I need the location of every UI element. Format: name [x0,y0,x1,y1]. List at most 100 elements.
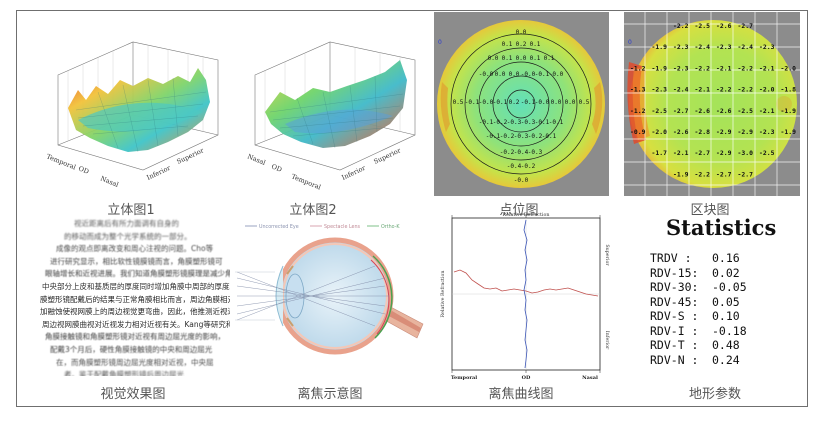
stat-value: 0.24 [712,352,740,367]
legend-orthok: Ortho-K [381,224,400,230]
block-value: -2.3 [716,43,732,51]
visual-text-line: 的移动而成为整个光学系统的一部分。 [64,231,192,241]
point-value: 0.1 [530,41,541,48]
point-value: 0.1 [502,41,513,48]
visual-text-line: 配戴3个月后，硬性角膜接触镜的中央和周边屈光 [50,344,213,354]
caption-defocus-curve: 离焦曲线图 [488,387,554,402]
point-value: 0.0 [565,99,576,106]
caption-surface-1: 立体图1 [107,203,155,218]
point-value: 0.0 [551,99,562,106]
curve-top-title: Relative Refraction [503,212,550,218]
block-value: -1.8 [781,86,797,94]
block-value: -2.4 [738,43,754,51]
stat-value: 0.05 [712,294,740,309]
stat-row: RDV-N : 0.24 [650,353,740,367]
surface-plot-1: Temporal OD Nasal Inferior Superior [45,41,219,189]
caption-defocus: 离焦示意图 [297,387,363,402]
point-value: -0.1 [493,99,508,106]
curve-right-bottom: Inferior [604,331,610,350]
marker-label: 0 [628,39,632,46]
stat-label: TRDV : [650,251,692,265]
point-values: 0.00.1 0.2 0.10.0 0.1 0.0 0.1 0.1-0.0 0.0 0.0 -0.… [453,29,590,184]
block-value: -1.7 [652,149,668,157]
block-value: -2.2 [738,86,754,94]
block-value: -2.7 [738,22,754,30]
point-value: -0.2 [521,163,536,170]
stat-label: RDV-N : [650,352,699,367]
caption-block-map: 区块图 [690,203,730,218]
block-value: -1.9 [781,107,797,115]
stat-label: RDV-30: [650,280,699,294]
point-map: 0 0.00.1 0.2 0.10.0 0.1 0.0 0.1 0.1-0.0 0.0 0.0-… [434,12,609,196]
block-value: -2.3 [673,43,689,51]
block-value: -2.3 [673,64,689,72]
visual-text-line: 者。鉴于配戴角膜塑形镜后周边屈光 [64,370,184,376]
visual-text-line: 周边视网膜曲视对近视发力相对近视有关。Kang等研究称 [42,319,230,329]
stat-label: RDV-S : [650,309,699,323]
point-value: 0.5 [579,99,590,106]
axis-label: Temporal [45,152,77,171]
axis-label: Inferior [145,164,172,182]
block-value: -2.9 [716,128,732,136]
visual-text-line: 在，而角膜塑形镜周边屈光度相对近视，中央屈 [56,357,214,367]
point-value: -0.3 [528,149,543,156]
visual-text-line: 成像的观点即离改变和周心注视的问题。Cho等 [56,244,214,254]
axis-label: Superior [175,146,205,166]
block-value: -2.2 [695,170,711,178]
block-value: -2.0 [759,86,775,94]
point-value: -0.1 [486,133,501,140]
axis-label: Nasal [99,174,119,188]
block-value: -2.1 [759,107,775,115]
grid-lines [624,12,800,196]
block-map: 0 -2.2 -2.5 -2.6 -2.7-1.9 -2.3 -2.4 -2.3 -2.4 -2… [624,12,800,196]
block-value: -2.1 [759,64,775,72]
caption-surface-2: 立体图2 [289,203,337,218]
stat-row: RDV-15: 0.02 [650,266,740,280]
point-value: 0.5 [453,99,464,106]
axis-label: Superior [372,146,402,166]
point-value: -0.2 [528,133,543,140]
axis-label: OD [77,164,90,175]
block-value: -2.3 [652,86,668,94]
point-value: 0.2 [516,41,527,48]
stat-label: RDV-T : [650,338,699,352]
point-value: -0.3 [507,119,522,126]
visual-text-line: 加融蚀使视网膜上的周边视觉更弯曲，因此，他推测近视进展 [40,307,230,317]
visual-text-line: 视近距离后有所力面调有自身的 [74,219,179,228]
axis-label: Temporal [290,172,322,191]
block-value: -2.3 [759,43,775,51]
horizontal-curve [453,269,599,297]
point-value: -0.2 [500,149,515,156]
block-value: -3.0 [738,149,754,157]
block-value: -2.7 [695,149,711,157]
point-value: 0.0 [488,55,499,62]
point-value: -0.1 [535,71,550,78]
block-value: -2.9 [738,128,754,136]
block-value: -2.0 [781,64,797,72]
marker-label: 0 [438,39,442,46]
point-value: 0.0 [509,71,520,78]
block-value: -2.1 [716,64,732,72]
point-value: -0.1 [542,133,557,140]
point-value: -0.1 [549,119,564,126]
block-value: -2.5 [695,22,711,30]
block-value: -2.1 [695,86,711,94]
block-value: -2.2 [738,64,754,72]
surface-mesh [265,60,407,148]
point-value: -0.0 [535,99,550,106]
block-value: -2.9 [716,149,732,157]
point-value: -0.4 [514,149,529,156]
stat-row: RDV-45: 0.05 [650,295,740,309]
point-value: -0.1 [479,119,494,126]
point-value: -0.0 [479,71,494,78]
stat-value: 0.16 [712,251,740,265]
curve-right-top: Superior [604,244,610,266]
statistics-title: Statistics [666,215,777,240]
block-value: -2.8 [695,128,711,136]
point-value: -0.1 [521,99,536,106]
visual-text-line: 中央部分上皮和基质层的厚度同时增加角膜中周部的厚度。角 [42,281,230,291]
block-value: -2.6 [695,107,711,115]
curve-bottom-temporal: Temporal [451,375,477,381]
stat-label: RDV-15: [650,265,699,280]
defocus-curve-chart: Relative Refraction Relative Refraction … [440,212,610,381]
